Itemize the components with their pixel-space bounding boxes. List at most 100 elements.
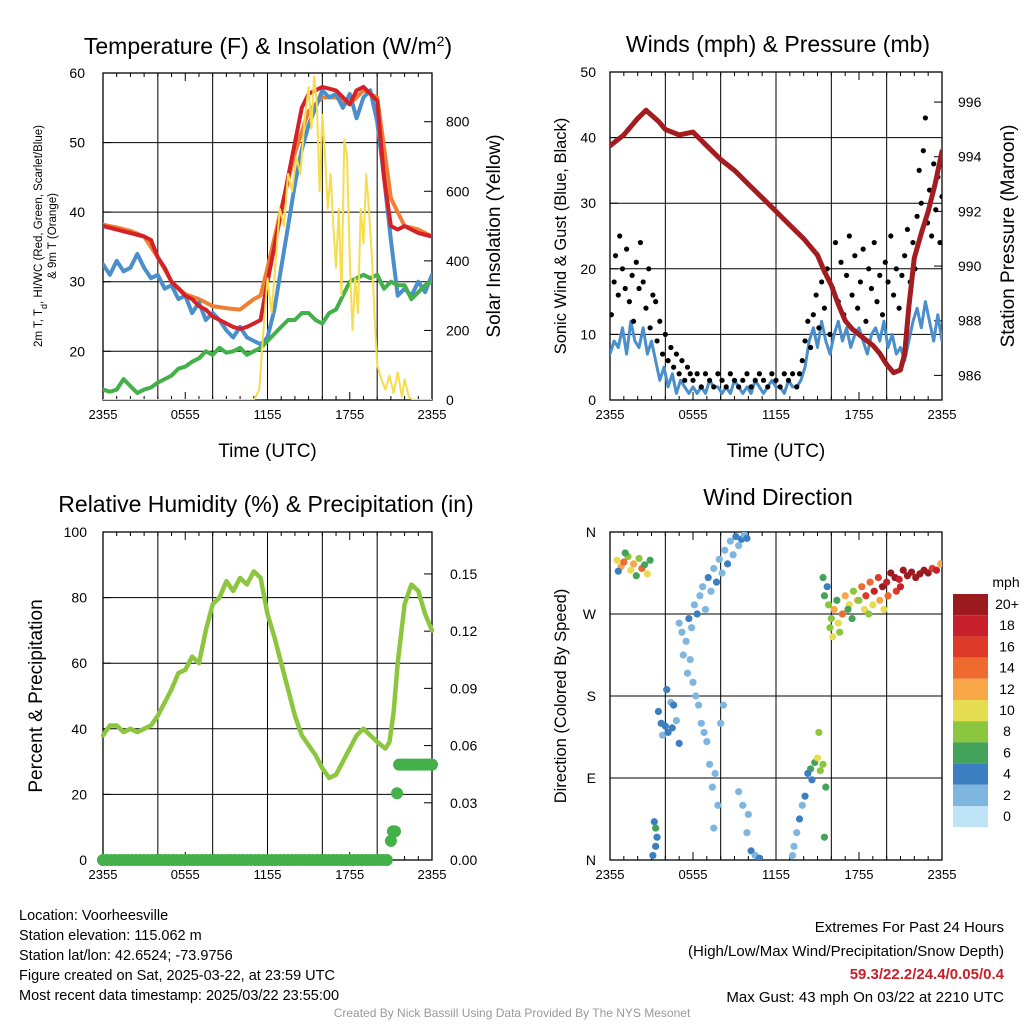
gust-point — [647, 325, 653, 331]
gust-point — [676, 371, 682, 377]
x-tick-label: 2355 — [928, 407, 957, 422]
gust-point — [849, 292, 855, 298]
wind-direction-point — [708, 783, 716, 791]
wind-direction-point — [703, 737, 711, 746]
direction-tick-label: N — [586, 852, 596, 868]
wind-direction-point — [710, 564, 718, 573]
gust-point — [916, 167, 922, 173]
wind-direction-point — [827, 614, 835, 623]
gust-point — [794, 384, 800, 390]
gust-point — [819, 279, 825, 285]
wind-direction-point — [663, 686, 671, 694]
y-tick-label-right: 0.15 — [450, 566, 477, 582]
wind-direction-point — [652, 824, 660, 832]
y-tick-label-right: 0 — [446, 392, 454, 408]
wind-direction-point — [869, 601, 877, 609]
x-tick-label: 1155 — [762, 867, 790, 882]
colorbar-label: 4 — [1003, 766, 1011, 782]
extremes-values: 59.3/22.2/24.4/0.05/0.4 — [849, 966, 1004, 983]
wind-direction-point — [883, 578, 891, 586]
y-tick-label-right: 0.12 — [450, 623, 477, 639]
gust-point — [615, 292, 621, 298]
series-group — [103, 75, 432, 400]
series-sonic-wind — [610, 300, 942, 395]
wind-direction-point — [793, 829, 801, 837]
gust-point — [899, 272, 905, 278]
gust-point — [643, 305, 649, 311]
wind-direction-point — [855, 596, 863, 604]
wind-direction-point — [723, 560, 732, 568]
x-axis-label: Time (UTC) — [218, 441, 317, 462]
chart-title: Temperature (F) & Insolation (W/m2) — [84, 33, 452, 59]
wind-direction-point — [798, 801, 806, 809]
colorbar-swatch — [953, 721, 988, 743]
gust-point — [659, 351, 666, 357]
wind-direction-point — [844, 605, 852, 614]
x-tick-label: 1155 — [762, 407, 790, 422]
location-text: Location: Voorheesville — [19, 908, 169, 924]
colorbar-label: 18 — [999, 617, 1015, 633]
wind-direction-point — [632, 572, 640, 580]
colorbar-label: 2 — [1003, 787, 1011, 803]
wind-direction-point — [654, 707, 663, 716]
elevation-text: Station elevation: 115.062 m — [19, 928, 202, 944]
x-tick-label: 1155 — [254, 407, 282, 422]
gust-point — [937, 239, 942, 246]
gust-point — [879, 312, 886, 318]
wind-direction-point — [697, 719, 705, 727]
wind-direction-point — [719, 701, 728, 709]
wind-direction-point — [860, 605, 869, 614]
wind-direction-point — [706, 760, 714, 768]
wind-direction-point — [714, 801, 722, 809]
wind-direction-point — [858, 583, 866, 591]
gust-point — [640, 279, 646, 285]
colorbar-swatch — [953, 615, 988, 637]
series-humidity — [100, 569, 435, 781]
gust-point — [902, 253, 908, 259]
x-tick-label: 2355 — [89, 407, 118, 422]
gust-point — [832, 239, 839, 246]
wind-direction-point — [707, 587, 715, 595]
wind-direction-point — [732, 532, 740, 541]
title-superscript: 2 — [437, 33, 445, 49]
wind-direction-point — [735, 788, 743, 796]
wind-direction-point — [836, 628, 844, 636]
gust-point — [740, 377, 746, 383]
precipitation-point — [384, 834, 397, 847]
gust-point — [868, 285, 875, 292]
wind-direction-point — [613, 556, 621, 564]
panel-4-frame: 2355 0555 1155 1755 2355 Wind Direction N E S W N D… — [552, 484, 956, 882]
panel-1-frame: 2355 0555 1155 1755 2355 Temperature (F) & In… — [33, 33, 505, 462]
x-tick-label: 1755 — [845, 407, 874, 422]
gust-point — [781, 371, 787, 377]
gust-point — [744, 371, 750, 377]
colorbar-label: 10 — [999, 702, 1015, 718]
wind-direction-point — [878, 583, 887, 591]
gust-point — [896, 305, 902, 311]
gust-point — [863, 318, 869, 324]
gust-point — [702, 371, 709, 377]
y-tick-label-left: 20 — [71, 786, 87, 802]
wind-direction-point — [815, 728, 823, 737]
wind-direction-point — [838, 610, 847, 618]
y-tick-label-right: 988 — [958, 313, 982, 329]
gust-point — [637, 239, 644, 246]
wind-direction-point — [743, 829, 751, 837]
gust-point — [838, 259, 844, 265]
wind-direction-point — [833, 596, 841, 604]
precipitation-point — [391, 787, 404, 800]
gust-point — [882, 259, 888, 265]
gust-point — [796, 371, 803, 377]
y-tick-label-left: 40 — [580, 130, 596, 146]
wind-direction-point — [692, 692, 700, 700]
wind-direction-point — [715, 555, 723, 563]
wind-direction-point — [700, 728, 708, 737]
wind-direction-point — [675, 739, 683, 747]
extremes-title: Extremes For Past 24 Hours — [814, 919, 1004, 936]
y-axis-label-left-line1: 2m T, Td, HI/WC (Red, Green, Scarlet/Blu… — [33, 125, 49, 347]
wind-direction-point — [627, 566, 635, 574]
wind-direction-point — [735, 542, 743, 550]
gust-point — [630, 318, 637, 324]
gust-point — [773, 377, 779, 383]
wind-direction-point — [658, 731, 667, 739]
